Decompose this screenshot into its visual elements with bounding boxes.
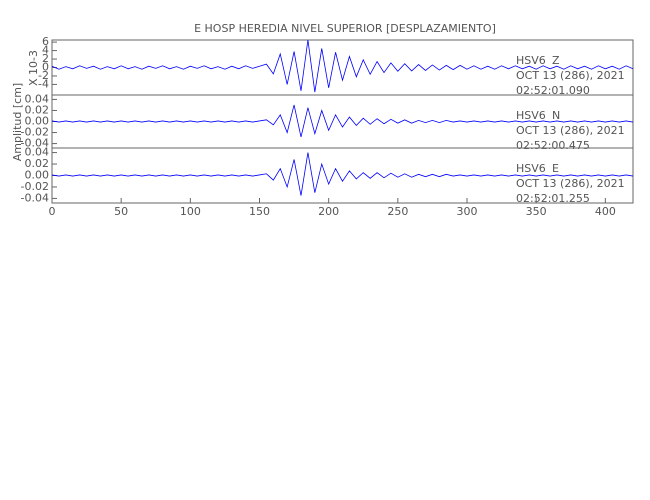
time-label: 02:52:01.255: [516, 192, 590, 205]
x-tick-label: 200: [318, 205, 339, 218]
station-label: HSV6: [516, 54, 546, 67]
y-tick-label: 0.00: [25, 115, 50, 128]
trace: [51, 152, 634, 196]
y-tick-label: 0.04: [25, 92, 50, 105]
station-label: HSV6: [516, 162, 546, 175]
y-tick-label: 0.02: [25, 103, 50, 116]
date-label: OCT 13 (286), 2021: [516, 177, 625, 190]
component-label: E: [552, 162, 559, 175]
x-tick-label: 0: [49, 205, 56, 218]
date-label: OCT 13 (286), 2021: [516, 69, 625, 82]
x-tick-label: 300: [457, 205, 478, 218]
x-tick-label: 150: [249, 205, 270, 218]
y-scale-label: X 10-3: [27, 50, 40, 86]
x-tick-label: 50: [114, 205, 128, 218]
y-tick-label: 0.00: [25, 169, 50, 182]
x-tick-label: 400: [595, 205, 616, 218]
y-tick-label: 0.02: [25, 157, 50, 170]
time-label: 02:52:01.090: [516, 84, 590, 97]
x-tick-label: 100: [180, 205, 201, 218]
y-tick-label: -0.04: [21, 137, 49, 150]
y-tick-label: -0.02: [21, 180, 49, 193]
y-tick-label: -0.02: [21, 126, 49, 139]
y-tick-label: -0.04: [21, 191, 49, 204]
station-label: HSV6: [516, 109, 546, 122]
chart-title: E HOSP HEREDIA NIVEL SUPERIOR [DESPLAZAM…: [194, 22, 496, 35]
trace: [51, 104, 634, 138]
x-tick-label: 350: [526, 205, 547, 218]
date-label: OCT 13 (286), 2021: [516, 124, 625, 137]
time-label: 02:52:00.475: [516, 139, 590, 152]
component-label: Z: [552, 54, 560, 67]
trace: [51, 39, 634, 93]
y-tick-label: 4: [42, 44, 49, 57]
y-tick-label: -2: [38, 69, 49, 82]
y-tick-label: -4: [38, 77, 49, 90]
y-tick-label: 0.04: [25, 146, 50, 159]
y-axis-label: Amplitud [cm]: [11, 83, 24, 161]
x-tick-label: 250: [387, 205, 408, 218]
y-tick-label: 0: [42, 61, 49, 74]
component-label: N: [552, 109, 560, 122]
y-tick-label: 2: [42, 52, 49, 65]
y-tick-label: 6: [42, 35, 49, 48]
